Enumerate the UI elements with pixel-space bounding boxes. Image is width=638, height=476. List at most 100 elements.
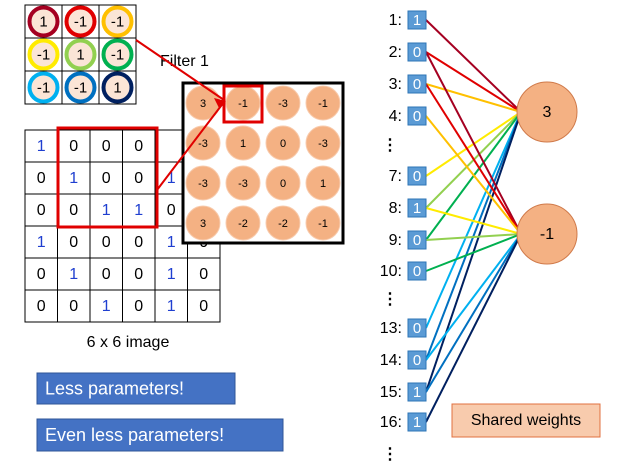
image-value: 0: [134, 266, 143, 283]
filter-label: Filter 1: [160, 53, 209, 70]
filter-value: 1: [76, 46, 84, 63]
filter-ring: [27, 38, 60, 71]
shared-label: Shared weights: [471, 412, 581, 429]
feature-cell: [225, 165, 261, 201]
image-value: 0: [102, 266, 111, 283]
image-value: 0: [69, 138, 78, 155]
feature-cell: [225, 205, 261, 241]
image-value: 0: [37, 298, 46, 315]
image-value: 0: [102, 138, 111, 155]
feature-value: -3: [318, 138, 328, 150]
input-value: 0: [413, 320, 421, 337]
output-value: 3: [543, 104, 552, 121]
filter-ring: [27, 71, 60, 104]
ellipsis: ⋮: [382, 446, 398, 463]
feature-value: -2: [238, 218, 248, 230]
image-value: 1: [69, 266, 78, 283]
input-value: 0: [413, 263, 421, 280]
arrow-head: [214, 98, 226, 108]
feature-value: -2: [278, 218, 288, 230]
filter-value: -1: [111, 46, 124, 63]
input-box: [407, 382, 427, 402]
feature-cell: [185, 125, 221, 161]
image-value: 1: [134, 202, 143, 219]
input-box: [407, 412, 427, 432]
input-label: 10:: [380, 263, 402, 280]
image-value: 0: [37, 202, 46, 219]
weight-edge: [425, 51, 522, 113]
image-value: 1: [102, 202, 111, 219]
ellipsis: ⋮: [382, 137, 398, 154]
image-value: 0: [102, 170, 111, 187]
input-box: [407, 230, 427, 250]
feature-cell: [305, 165, 341, 201]
input-box: [407, 318, 427, 338]
image-value: 0: [102, 234, 111, 251]
image-value: 0: [37, 266, 46, 283]
arrow: [135, 39, 225, 101]
input-value: 1: [413, 384, 421, 401]
weight-edge: [425, 83, 522, 235]
input-box: [407, 198, 427, 218]
arrow: [156, 101, 225, 191]
weight-edge: [425, 233, 522, 393]
feature-value: -1: [318, 218, 328, 230]
filter-value: -1: [37, 79, 50, 96]
feature-value: -3: [198, 178, 208, 190]
input-label: 15:: [380, 384, 402, 401]
input-value: 1: [413, 12, 421, 29]
input-box: [407, 106, 427, 126]
filter-ring: [64, 5, 97, 38]
image-value: 0: [134, 170, 143, 187]
feature-cell: [305, 125, 341, 161]
input-label: 8:: [389, 200, 402, 217]
feature-value: 0: [280, 178, 286, 190]
weight-edge: [425, 19, 522, 113]
image-value: 0: [37, 170, 46, 187]
input-label: 3:: [389, 76, 402, 93]
filter-value: 1: [39, 13, 47, 30]
output-node: [516, 81, 578, 143]
button: [36, 372, 236, 405]
feature-value: -3: [198, 138, 208, 150]
feature-value: 0: [280, 138, 286, 150]
feature-value: -3: [278, 98, 288, 110]
input-box: [407, 261, 427, 281]
image-value: 0: [167, 202, 176, 219]
weight-edge: [425, 233, 522, 272]
filter-value: -1: [37, 46, 50, 63]
feature-cell: [225, 125, 261, 161]
button-label: Even less parameters!: [45, 425, 224, 445]
image-value: 1: [37, 138, 46, 155]
filter-ring: [64, 38, 97, 71]
feature-value: 1: [240, 138, 246, 150]
input-value: 0: [413, 108, 421, 125]
input-label: 13:: [380, 320, 402, 337]
image-value: 1: [167, 266, 176, 283]
filter-ring: [64, 71, 97, 104]
filter-ring: [101, 71, 134, 104]
input-box: [407, 10, 427, 30]
button: [36, 418, 284, 452]
shared-box: [451, 403, 601, 438]
filter-ring: [101, 38, 134, 71]
image-value: 0: [69, 234, 78, 251]
weight-edge: [425, 233, 522, 361]
feature-cell: [305, 85, 341, 121]
feature-cell: [185, 165, 221, 201]
image-value: 0: [134, 138, 143, 155]
input-value: 1: [413, 200, 421, 217]
filter-value: -1: [74, 79, 87, 96]
feature-cell: [265, 165, 301, 201]
button-label: Less parameters!: [45, 378, 184, 398]
feature-value: 3: [200, 98, 206, 110]
input-label: 2:: [389, 44, 402, 61]
output-node: [516, 203, 578, 265]
filter-value: -1: [111, 13, 124, 30]
input-value: 0: [413, 352, 421, 369]
image-value: 0: [199, 298, 208, 315]
input-box: [407, 166, 427, 186]
image-value: 1: [167, 298, 176, 315]
